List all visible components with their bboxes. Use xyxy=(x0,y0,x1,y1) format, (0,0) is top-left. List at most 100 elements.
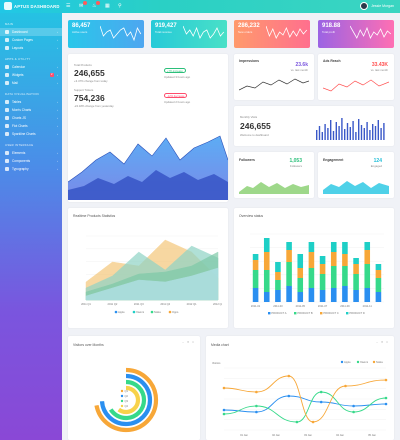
monthly-value: 246,655 xyxy=(240,121,271,131)
overview-bar xyxy=(342,242,348,254)
sidebar-item[interactable]: Calendar › xyxy=(0,63,62,71)
engagement-card: Engagement 124 Engaged xyxy=(318,152,394,198)
sidebar-item[interactable]: Layouts › xyxy=(0,44,62,52)
sidebar-item[interactable]: Typography › xyxy=(0,165,62,173)
overview-bar xyxy=(330,252,337,266)
overview-bar xyxy=(308,268,315,288)
overview-bar xyxy=(375,292,382,302)
monthly-bar xyxy=(344,129,346,140)
followers-card: Followers 1,053 Followers xyxy=(234,152,314,198)
mail-icon[interactable]: ✉ xyxy=(79,1,87,9)
media-point xyxy=(222,386,226,390)
sidebar-item-label: Flot Charts xyxy=(12,124,28,128)
overview-bar xyxy=(263,270,270,292)
user-menu[interactable]: Jessie Morgan xyxy=(360,2,394,10)
sidebar-item-label: Widgets xyxy=(12,73,24,77)
menu-toggle-icon[interactable]: ☰ xyxy=(66,3,71,9)
media-actions-icon[interactable]: − ✕ □ xyxy=(376,340,389,344)
logo[interactable]: APTUS DASHBOARD xyxy=(4,2,60,10)
sidebar-item-icon xyxy=(5,100,9,104)
monthly-bar xyxy=(369,130,371,140)
ads-reach-card: Ads Reach 33.43K vs. last month xyxy=(318,54,394,100)
media-y-label: Visitors xyxy=(212,361,221,365)
overview-bar xyxy=(308,242,315,252)
realtime-title: Realtime Products Statistics xyxy=(73,214,116,218)
legend-swatch xyxy=(120,394,124,398)
media-point xyxy=(319,390,323,394)
stat2-label: Support Tickets xyxy=(74,88,94,92)
sidebar-item[interactable]: Tables › xyxy=(0,98,62,106)
chevron-right-icon: › xyxy=(57,108,58,112)
monthly-bar xyxy=(346,123,349,140)
realtime-x-tick: 2011 Q4 xyxy=(160,302,170,306)
overview-chart: 2011-01 2011-03 2011-05 2011-07 2011-09 2011-… xyxy=(250,233,384,315)
engagement-area xyxy=(323,181,389,194)
chevron-right-icon: › xyxy=(57,159,58,163)
kpi-value: 86,457 xyxy=(72,23,91,29)
overview-bar xyxy=(263,252,270,270)
impressions-card: Impressions 23.6k vs. last month xyxy=(234,54,314,100)
media-legend-label: Xiaomi xyxy=(360,360,368,364)
bell-icon[interactable]: ♨ xyxy=(92,1,100,9)
sidebar-item-label: Custom Pages xyxy=(12,38,33,42)
card-actions-icon[interactable]: − ✕ □ xyxy=(182,340,195,344)
chevron-right-icon: › xyxy=(57,167,58,171)
overview-bar xyxy=(319,290,326,302)
sidebar-item[interactable]: Components › xyxy=(0,157,62,165)
sidebar-item-badge: 2 xyxy=(49,73,54,77)
realtime-x-tick: 2011 Q1 xyxy=(81,302,91,306)
overview-bar xyxy=(364,250,371,264)
chevron-right-icon: › xyxy=(57,38,58,42)
overview-bar xyxy=(275,262,281,272)
kpi-sparkline xyxy=(100,25,142,42)
monthly-bar xyxy=(355,132,357,140)
overview-bar xyxy=(252,260,259,270)
search-icon[interactable]: ⚲ xyxy=(118,3,122,9)
overview-bar xyxy=(375,278,382,292)
overview-bar xyxy=(297,254,304,268)
media-point xyxy=(222,408,226,412)
ads-reach-sub: vs. last month xyxy=(370,68,388,72)
chevron-right-icon: › xyxy=(57,81,58,85)
engagement-title: Engagement xyxy=(323,158,344,162)
realtime-legend-label: Xiaomi xyxy=(136,310,144,314)
media-x-tick: 01 Jan xyxy=(240,433,248,437)
media-point xyxy=(384,396,388,400)
sidebar-item[interactable]: Charts JS › xyxy=(0,114,62,122)
realtime-x-tick: 2012 Q2 xyxy=(213,302,222,306)
overview-legend-label: PRODUCT B xyxy=(297,311,312,315)
media-point xyxy=(255,410,258,414)
followers-value: 1,053 xyxy=(289,158,302,164)
overview-bar xyxy=(297,278,304,292)
avatar xyxy=(360,2,369,10)
stat2-sub: -24.18% change from yesterday xyxy=(74,104,114,108)
media-series-line xyxy=(223,391,387,423)
kpi-label: Total revenue xyxy=(155,30,172,34)
sidebar-item[interactable]: Mail › xyxy=(0,79,62,87)
overview-card: Overview status 2011-01 2011-03 2011-05 201… xyxy=(234,208,394,328)
sidebar-item-label: Layouts xyxy=(12,46,24,50)
sidebar-item-icon xyxy=(5,116,9,120)
overview-bar xyxy=(286,242,292,250)
overview-bar xyxy=(342,254,348,266)
sidebar-item[interactable]: Dashboard › xyxy=(0,28,62,36)
products-tickets-card: Total Products 246,655 +3.47% change fro… xyxy=(68,54,228,202)
media-point xyxy=(222,412,226,416)
kpi-sparkline xyxy=(183,25,225,39)
sidebar-item[interactable]: Widgets 2 › xyxy=(0,71,62,79)
sidebar-item[interactable]: Morris Charts › xyxy=(0,106,62,114)
legend-swatch xyxy=(356,360,360,364)
sidebar-item[interactable]: Flot Charts › xyxy=(0,122,62,130)
sidebar-item[interactable]: Sparkline Charts › xyxy=(0,130,62,138)
sidebar-item[interactable]: Elements › xyxy=(0,149,62,157)
engagement-value: 124 xyxy=(373,158,382,164)
overview-bar xyxy=(353,274,359,290)
monthly-bar xyxy=(363,128,365,140)
media-line-chart: Visitors 01 Jan 02 Jan 03 Jan 04 Jan 05 Jan Ap… xyxy=(212,360,388,437)
ads-reach-value: 33.43K xyxy=(371,62,388,68)
visitors-legend-label: Q3 xyxy=(125,399,129,403)
sidebar-item[interactable]: Custom Pages › xyxy=(0,36,62,44)
overview-bar xyxy=(252,288,259,302)
media-point xyxy=(319,400,323,404)
grid-icon[interactable]: ▦ xyxy=(105,3,110,9)
